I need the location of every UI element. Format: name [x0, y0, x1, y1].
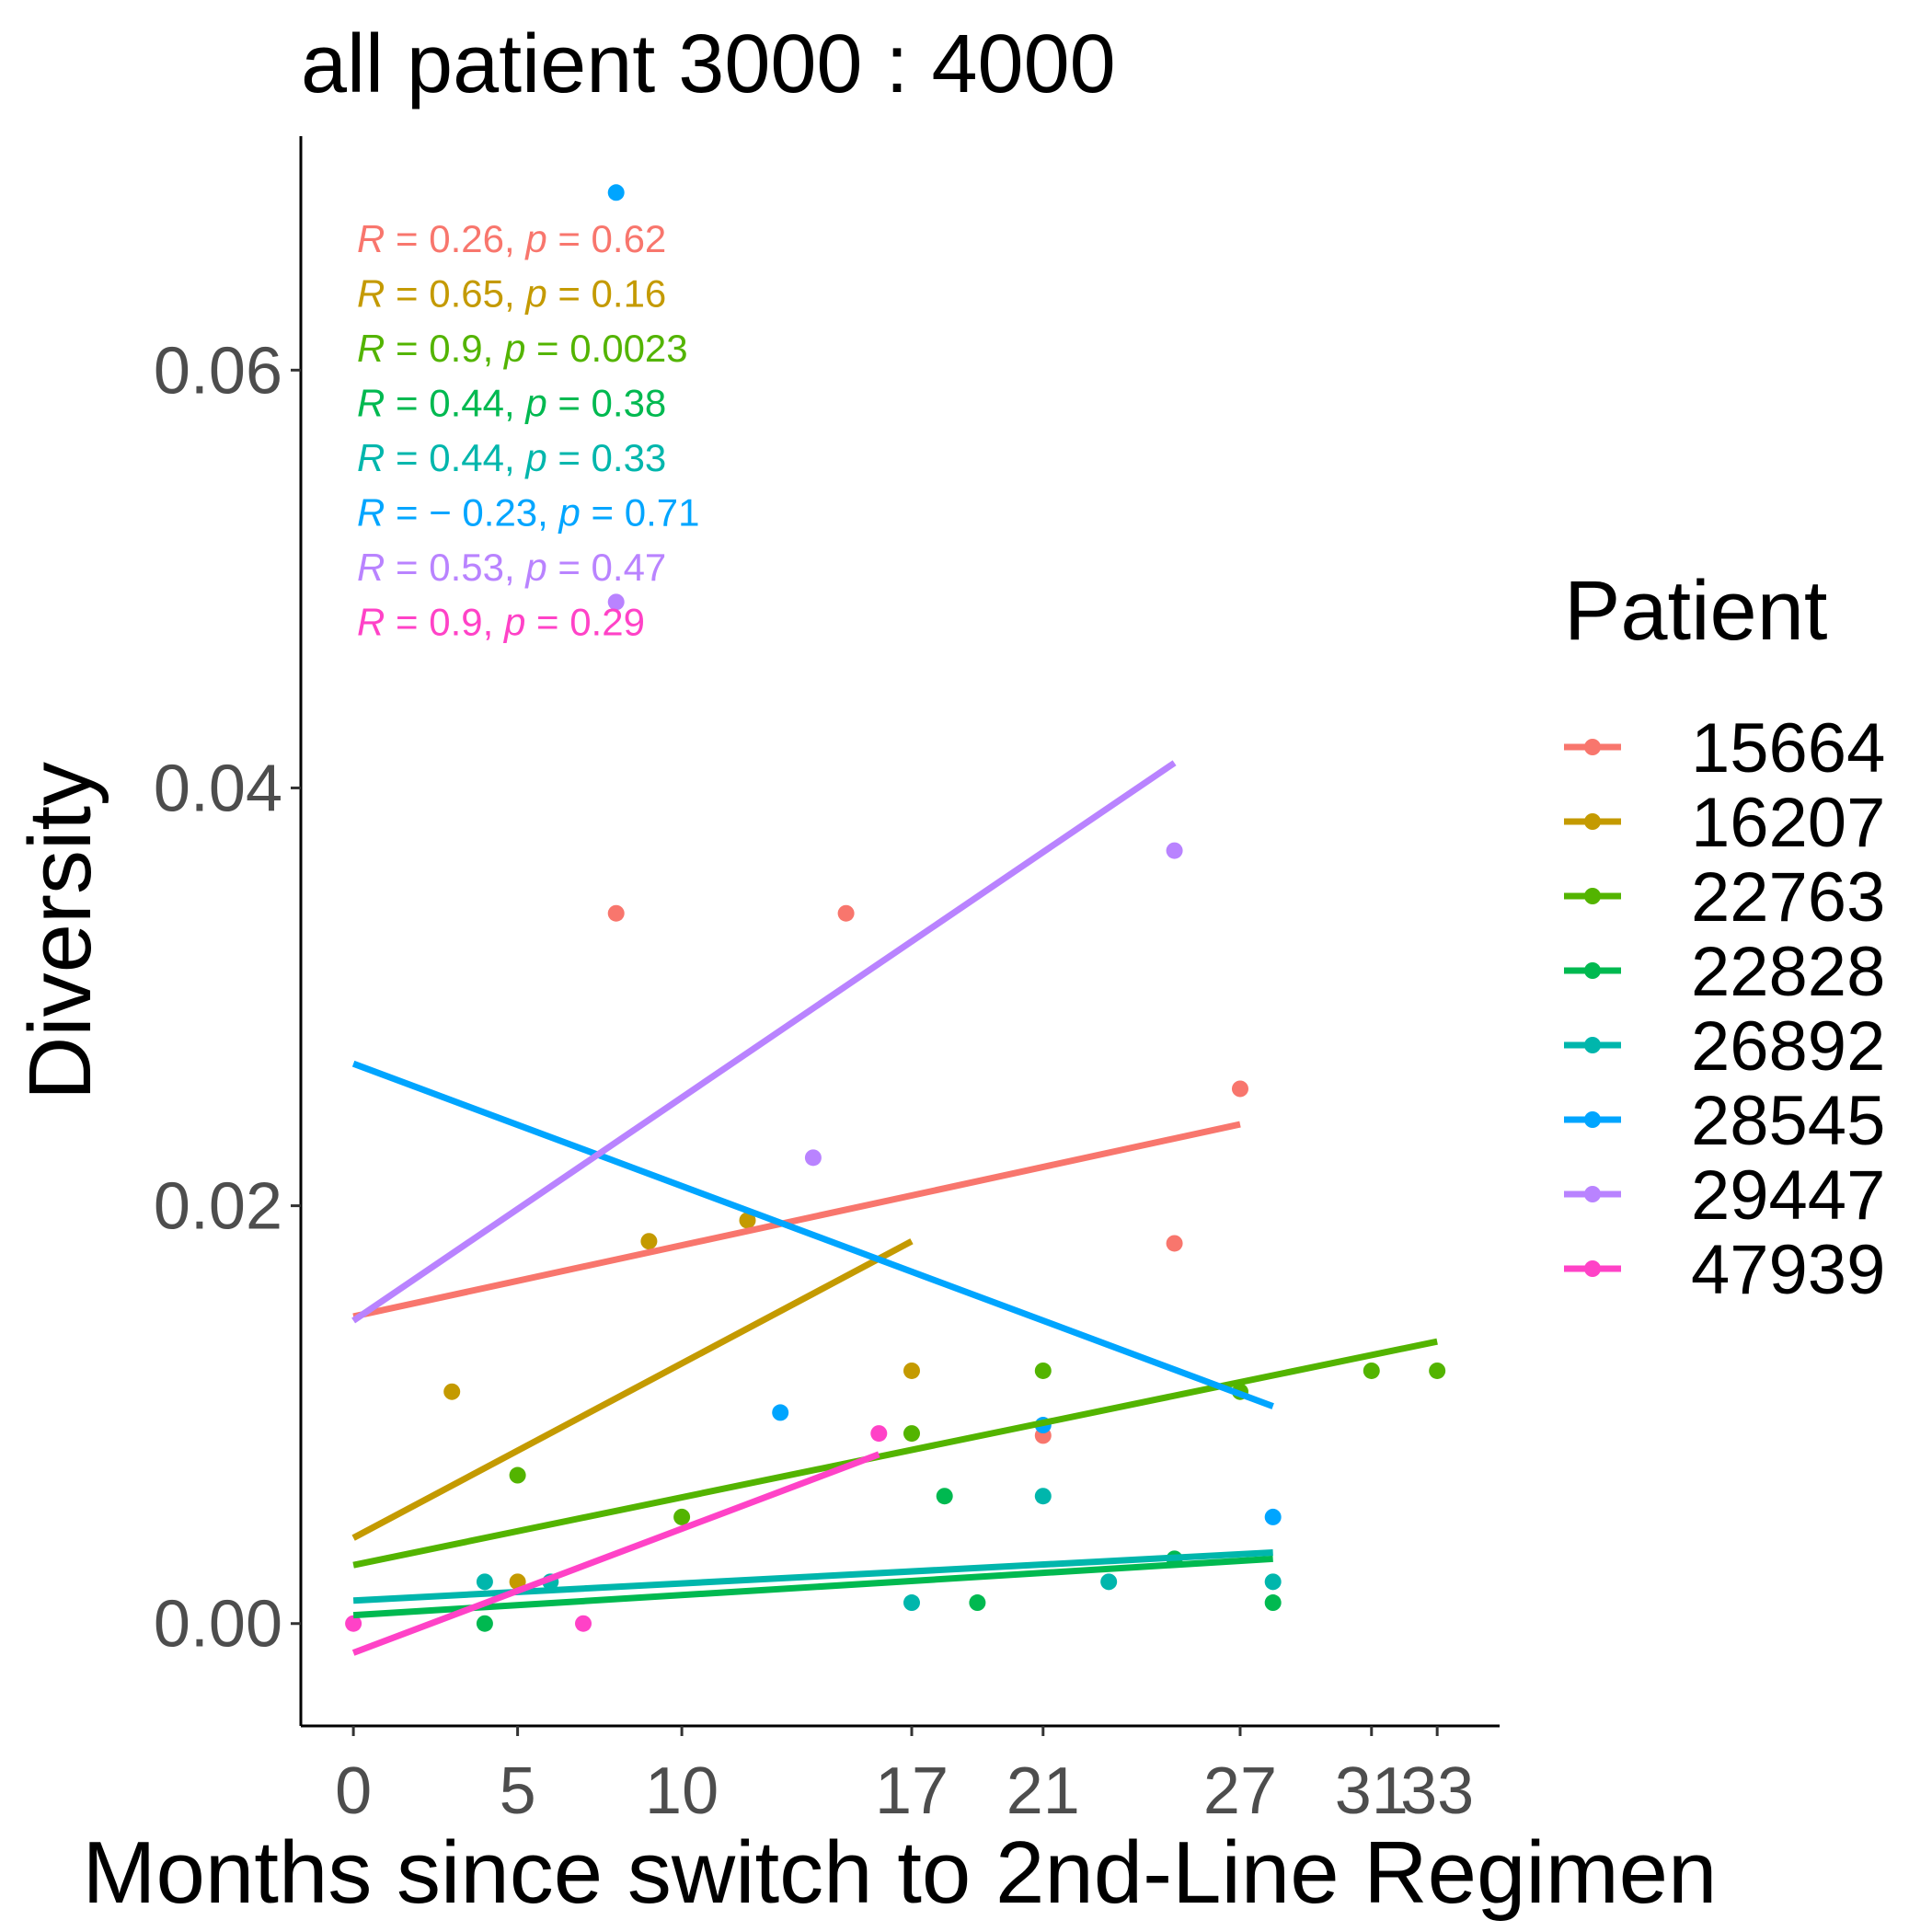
data-point-16207 [903, 1362, 920, 1379]
legend-label: 26892 [1691, 1007, 1885, 1086]
x-tick-label: 5 [500, 1754, 536, 1828]
fit-line-15664 [352, 1121, 1241, 1320]
y-axis-title: Diversity [11, 762, 109, 1100]
annotation-16207: R = 0.65, p = 0.16 [357, 272, 666, 316]
legend-item-47939: 47939 [1564, 1231, 1885, 1309]
x-tick-label: 33 [1400, 1754, 1474, 1828]
fit-line-26892 [352, 1549, 1273, 1604]
legend-label: 16207 [1691, 784, 1885, 862]
x-tick-label: 17 [875, 1754, 949, 1828]
annotation-47939: R = 0.9, p = 0.29 [357, 601, 645, 644]
x-tick-label: 27 [1203, 1754, 1277, 1828]
fit-line-16207 [351, 1238, 914, 1541]
data-point-15664 [607, 904, 625, 922]
fit-line-22763 [352, 1338, 1438, 1569]
data-point-22763 [673, 1508, 691, 1525]
data-point-22763 [509, 1466, 526, 1484]
legend-key-point [1584, 813, 1601, 830]
data-point-15664 [1166, 1235, 1183, 1252]
x-tick-label: 0 [335, 1754, 372, 1828]
data-point-16207 [739, 1212, 756, 1229]
legend-label: 15664 [1691, 709, 1885, 788]
annotation-28545: R = − 0.23, p = 0.71 [357, 491, 700, 535]
legend-key-point [1584, 739, 1601, 755]
data-point-26892 [903, 1594, 920, 1612]
annotation-29447: R = 0.53, p = 0.47 [357, 546, 666, 589]
data-point-22828 [969, 1594, 986, 1612]
legend-key-point [1584, 962, 1601, 979]
data-point-22828 [936, 1488, 953, 1505]
data-point-22763 [1363, 1362, 1380, 1379]
data-point-26892 [1034, 1488, 1052, 1505]
legend-title: Patient [1564, 564, 1827, 658]
data-point-15664 [1231, 1080, 1248, 1098]
data-point-26892 [1100, 1573, 1118, 1591]
legend-key-point [1584, 1186, 1601, 1202]
x-axis-title: Months since switch to 2nd-Line Regimen [83, 1823, 1718, 1922]
data-point-22828 [476, 1615, 493, 1632]
data-point-16207 [640, 1233, 658, 1250]
data-point-16207 [443, 1383, 461, 1400]
chart-title: all patient 3000 : 4000 [301, 18, 1116, 110]
legend-key-point [1584, 1111, 1601, 1128]
fit-line-22828 [352, 1555, 1273, 1619]
annotation-22763: R = 0.9, p = 0.0023 [357, 327, 688, 370]
y-tick-label: 0.06 [154, 334, 282, 408]
annotation-15664: R = 0.26, p = 0.62 [357, 217, 666, 260]
data-point-29447 [1166, 842, 1183, 859]
legend-label: 47939 [1691, 1231, 1885, 1309]
legend-item-28545: 28545 [1564, 1082, 1885, 1160]
plot-area [345, 184, 1446, 1656]
data-point-22828 [1264, 1594, 1282, 1612]
legend-label: 22763 [1691, 858, 1885, 937]
x-tick-label: 10 [645, 1754, 719, 1828]
data-point-29447 [804, 1149, 822, 1167]
annotation-22828: R = 0.44, p = 0.38 [357, 382, 666, 425]
data-point-47939 [575, 1615, 592, 1632]
data-point-29447 [607, 593, 625, 611]
legend-item-22763: 22763 [1564, 858, 1885, 937]
legend-key-point [1584, 888, 1601, 904]
legend-item-22828: 22828 [1564, 933, 1885, 1011]
data-point-28545 [607, 184, 625, 201]
data-point-15664 [837, 904, 855, 922]
data-point-22763 [1034, 1362, 1052, 1379]
x-tick-label: 21 [1006, 1754, 1080, 1828]
y-tick-label: 0.04 [154, 752, 282, 825]
data-point-47939 [870, 1425, 888, 1443]
legend-item-29447: 29447 [1564, 1156, 1885, 1235]
legend-item-16207: 16207 [1564, 784, 1885, 862]
data-point-26892 [1264, 1573, 1282, 1591]
fit-line-28545 [351, 1060, 1274, 1409]
data-point-26892 [476, 1573, 493, 1591]
data-point-22763 [903, 1425, 920, 1443]
data-point-28545 [1264, 1508, 1282, 1525]
data-point-28545 [772, 1404, 789, 1421]
y-axis-ticks: 0.00 0.02 0.04 0.06 [154, 334, 301, 1662]
legend-item-15664: 15664 [1564, 709, 1885, 788]
y-tick-label: 0.02 [154, 1170, 282, 1244]
legend-item-26892: 26892 [1564, 1007, 1885, 1086]
correlation-annotations: R = 0.26, p = 0.62 R = 0.65, p = 0.16 R = … [357, 217, 700, 644]
fit-line-29447 [351, 760, 1177, 1324]
legend-label: 29447 [1691, 1156, 1885, 1235]
data-point-47939 [345, 1615, 362, 1632]
legend: Patient 15664162072276322828268922854529… [1564, 564, 1885, 1309]
legend-key-point [1584, 1260, 1601, 1277]
annotation-26892: R = 0.44, p = 0.33 [357, 436, 666, 479]
legend-label: 22828 [1691, 933, 1885, 1011]
data-point-22763 [1429, 1362, 1446, 1379]
y-tick-label: 0.00 [154, 1588, 282, 1662]
legend-key-point [1584, 1037, 1601, 1053]
fit-line-47939 [351, 1451, 880, 1656]
x-tick-label: 31 [1335, 1754, 1409, 1828]
legend-label: 28545 [1691, 1082, 1885, 1160]
